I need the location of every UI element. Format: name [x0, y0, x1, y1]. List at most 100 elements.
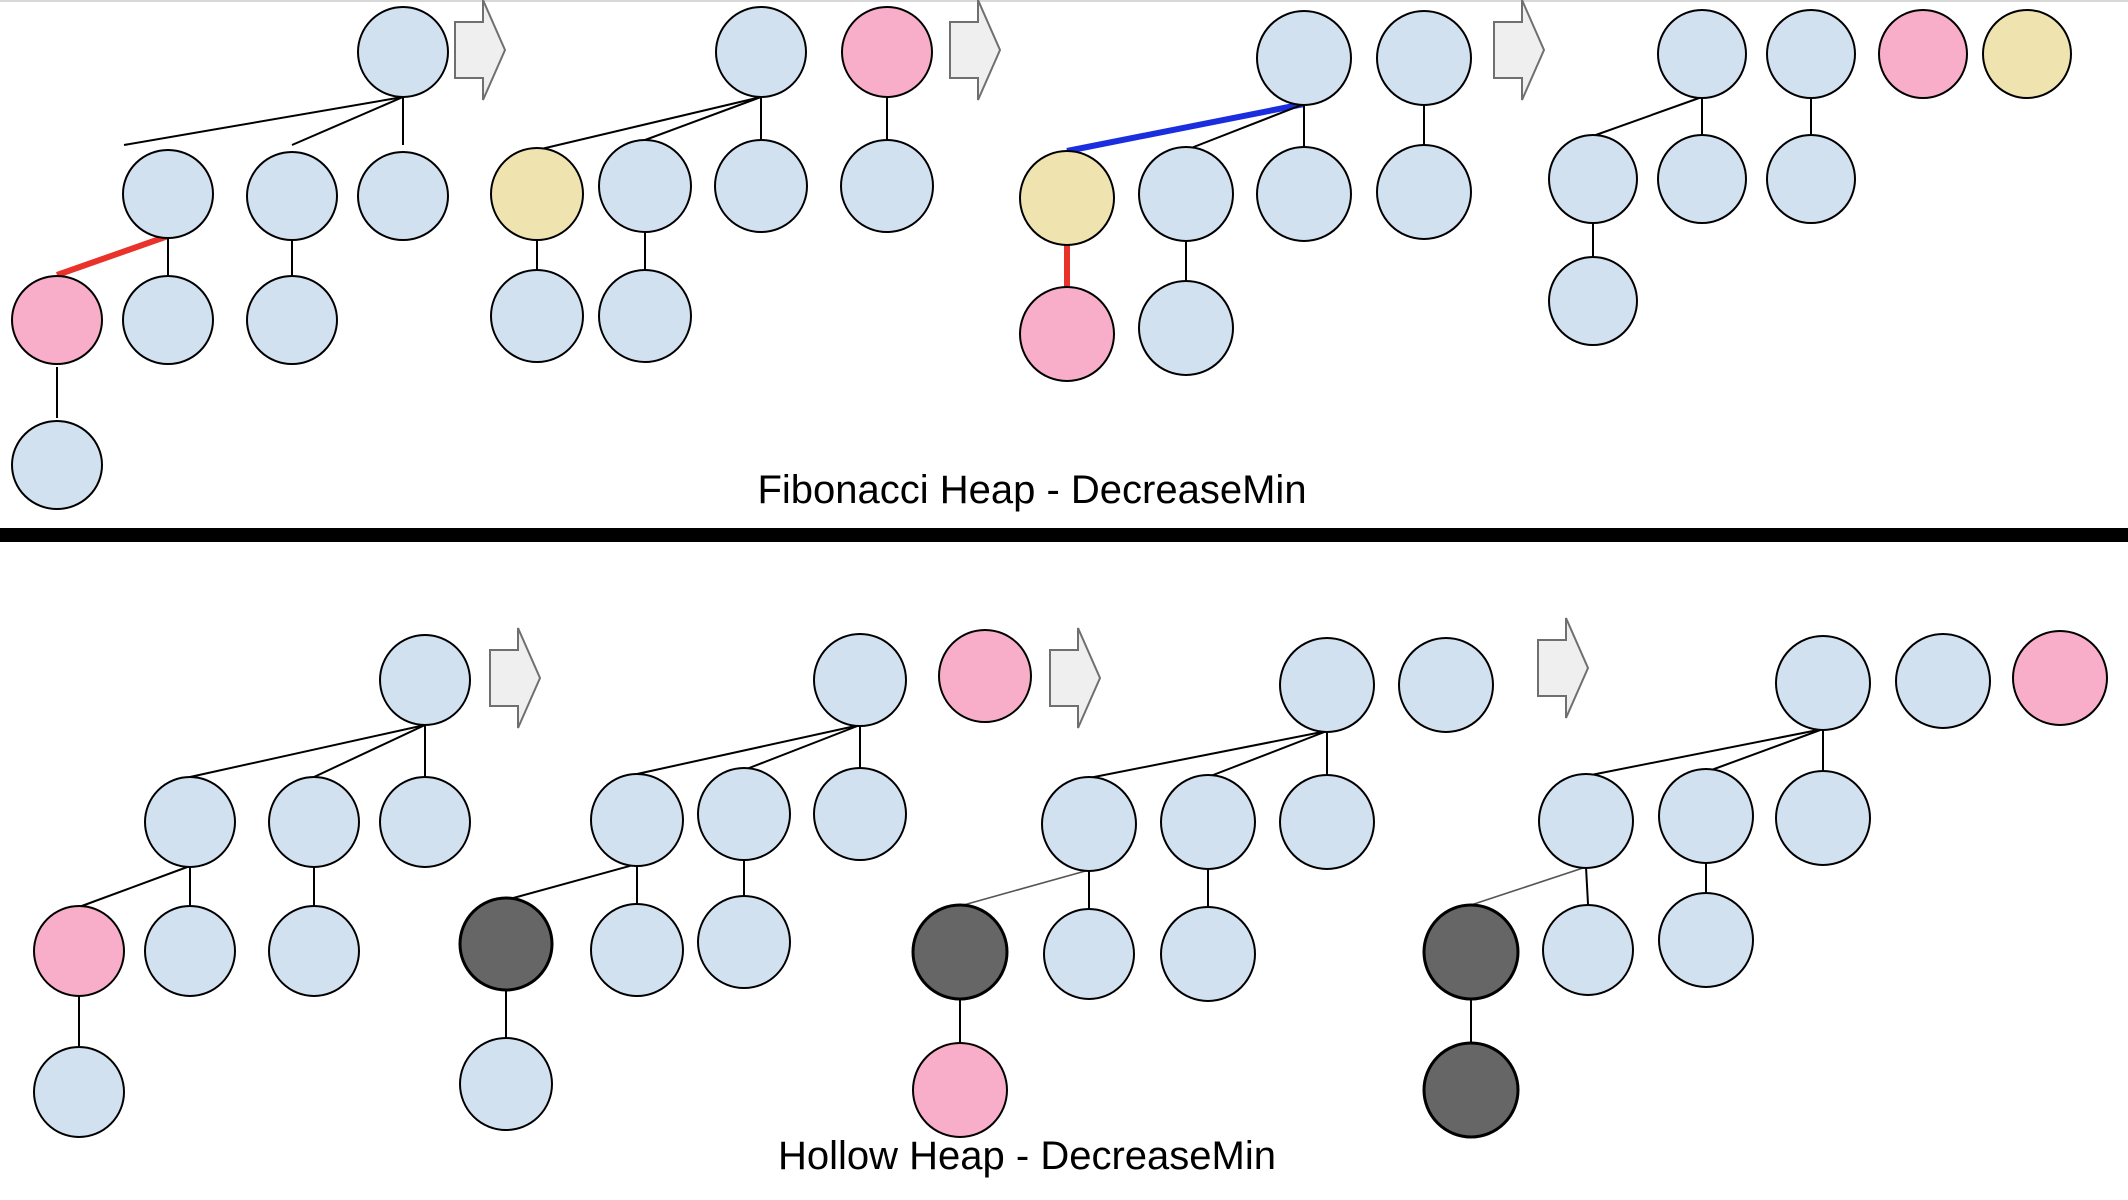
fib-s4-root [1657, 9, 1747, 99]
fib-s3-node-pink [1019, 286, 1115, 382]
fib-s2-node-c [714, 139, 808, 233]
fib-s3-node-b [1138, 146, 1234, 242]
hol-s1-node-marked [33, 905, 125, 997]
fib-s3-root-2 [1376, 10, 1472, 106]
nodes-layer [11, 6, 2108, 1139]
hol-s2-node-b [697, 767, 791, 861]
fibonacci-caption: Fibonacci Heap - DecreaseMin [757, 468, 1306, 512]
arrows-layer [454, 0, 1590, 729]
fib-s2-edge-root-b [644, 96, 762, 141]
fib-s3-node-c [1256, 146, 1352, 242]
fib-s1-node-marked-child [11, 420, 103, 510]
hol-arrow-1 [489, 627, 542, 729]
fib-s2-node-b [598, 139, 692, 233]
hol-s2-root-pink [938, 629, 1032, 723]
hol-s1-node-marked-child [33, 1046, 125, 1138]
hol-s1-node-c [379, 776, 471, 868]
fib-s4-node-r2-child [1766, 134, 1856, 224]
hol-s4-edge-a-child [1585, 866, 1589, 905]
hol-s4-edge-root-b [1705, 728, 1824, 773]
hol-s4-node-b [1658, 768, 1754, 864]
hol-s1-node-b [268, 776, 360, 868]
hol-s4-edge-root-a [1585, 728, 1824, 777]
fib-s4-node-a-child [1548, 256, 1638, 346]
fib-s2-root [715, 6, 807, 98]
hol-s2-node-a-child [590, 903, 684, 997]
hol-s1-root [379, 634, 471, 726]
hol-s4-node-hollow [1422, 903, 1520, 1001]
hol-s4-root-2 [1895, 633, 1991, 729]
hol-s3-node-c [1279, 774, 1375, 870]
fib-s4-edge-root-a [1592, 96, 1703, 137]
edges-layer [56, 95, 1824, 1046]
fib-s1-node-a [122, 149, 214, 239]
hol-arrow-3 [1537, 617, 1590, 719]
fib-s1-edge-root-a [123, 96, 404, 146]
fib-s2-node-a-child [490, 269, 584, 363]
fib-arrow-2 [949, 0, 1002, 101]
hol-s2-node-b-child [697, 895, 791, 989]
hol-s2-root [813, 633, 907, 727]
hol-s4-root [1775, 635, 1871, 731]
fib-s2-root-pink [841, 6, 933, 98]
fib-s4-root-pink [1878, 9, 1968, 99]
hol-s1-node-b-child [268, 905, 360, 997]
fib-s1-node-b [246, 151, 338, 241]
hol-s2-node-hollow [458, 896, 554, 992]
hol-s3-node-a-child [1043, 908, 1135, 1000]
hol-s1-node-a [144, 776, 236, 868]
hol-s3-root [1279, 637, 1375, 733]
hol-s3-edge-root-a [1088, 730, 1328, 779]
fib-s1-node-marked [11, 275, 103, 365]
section-divider [0, 528, 2128, 542]
hol-s3-edge-a-hollow [959, 869, 1090, 907]
hol-s4-node-hollow-child [1422, 1041, 1520, 1139]
hol-arrow-2 [1049, 627, 1102, 729]
fib-s3-edge-link [1066, 101, 1305, 154]
fib-s1-node-b-child [246, 275, 338, 365]
hol-s4-root-pink [2012, 630, 2108, 726]
hol-s4-node-b-child [1658, 892, 1754, 988]
fib-s2-node-b-child [598, 269, 692, 363]
hol-s1-edge-root-b [313, 724, 426, 778]
fib-s4-root-yellow [1982, 9, 2072, 99]
fib-s3-node-yellow [1019, 150, 1115, 246]
hollow-caption: Hollow Heap - DecreaseMin [778, 1134, 1276, 1178]
hol-s3-node-hollow [911, 903, 1009, 1001]
hol-s2-edge-root-b [743, 724, 861, 771]
fib-s1-edge-root-b [291, 96, 404, 146]
fib-s2-edge-root-a [536, 96, 762, 151]
hol-s2-node-a [590, 773, 684, 867]
hol-s3-node-a [1041, 776, 1137, 872]
fib-s1-node-c [357, 151, 449, 241]
hol-s2-node-c [813, 767, 907, 861]
fib-s4-node-b [1657, 134, 1747, 224]
hol-s3-node-pink [912, 1042, 1008, 1138]
fib-arrow-1 [454, 0, 507, 101]
hol-s4-node-c [1775, 770, 1871, 866]
hol-s4-edge-a-hollow [1470, 866, 1587, 906]
fib-s2-node-a [490, 147, 584, 241]
hol-s3-node-b-child [1160, 906, 1256, 1002]
hol-s2-edge-root-a [636, 724, 861, 775]
hol-s4-node-a [1538, 773, 1634, 869]
fib-s3-node-b-child [1138, 280, 1234, 376]
hol-s4-node-a-child [1542, 904, 1634, 996]
fib-s1-node-a-child [122, 275, 214, 365]
fib-s3-node-r2-child [1376, 144, 1472, 240]
hol-s1-node-a-child [144, 905, 236, 997]
fib-s1-root [357, 6, 449, 98]
hol-s3-edge-root-b [1207, 730, 1328, 778]
hol-s3-node-b [1160, 774, 1256, 870]
hol-s1-edge-root-a [189, 724, 426, 778]
fib-s3-root [1256, 10, 1352, 106]
hol-s2-edge-a-hollow [505, 863, 638, 901]
fib-s3-edge-root-b [1185, 103, 1305, 151]
hol-s3-root-2 [1398, 637, 1494, 733]
fib-s4-node-a [1548, 134, 1638, 224]
fib-s4-root-2 [1766, 9, 1856, 99]
fib-s2-node-pink-child [840, 139, 934, 233]
fib-arrow-3 [1493, 0, 1546, 101]
hol-s1-edge-a-marked [78, 865, 191, 908]
